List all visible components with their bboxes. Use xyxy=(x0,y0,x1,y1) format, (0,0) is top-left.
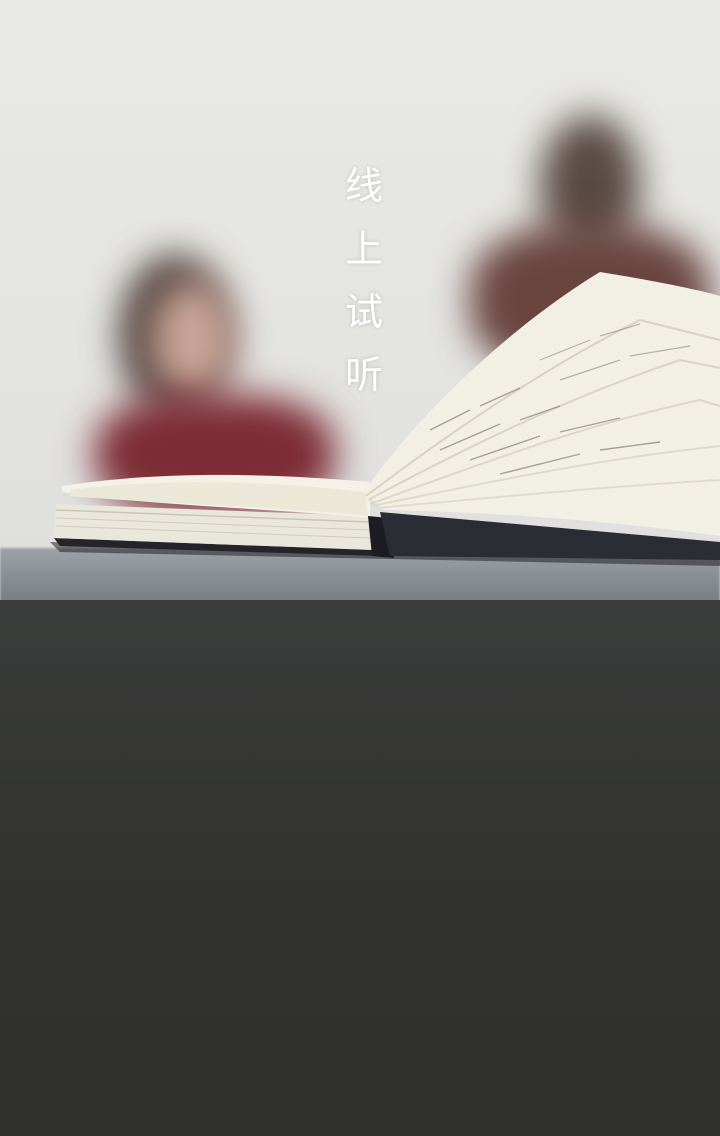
background-person-left-face xyxy=(150,280,235,400)
table-front-panel xyxy=(0,600,720,1136)
title-char-4: 听 xyxy=(344,353,383,397)
title-char-2: 上 xyxy=(344,227,383,271)
title-char-1: 线 xyxy=(344,164,383,208)
title-char-3: 试 xyxy=(344,290,383,334)
vertical-title: 线 上 试 听 xyxy=(336,160,392,412)
open-book-icon xyxy=(50,272,720,566)
